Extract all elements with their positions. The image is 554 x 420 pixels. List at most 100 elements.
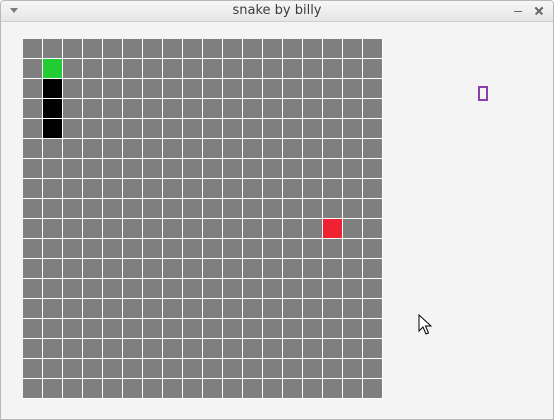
grid-cell	[283, 319, 303, 339]
game-board[interactable]	[23, 39, 383, 399]
grid-cell	[163, 159, 183, 179]
grid-cell	[123, 259, 143, 279]
grid-cell	[103, 359, 123, 379]
grid-cell	[123, 279, 143, 299]
grid-cell	[163, 339, 183, 359]
grid-cell	[143, 219, 163, 239]
grid-cell	[143, 279, 163, 299]
grid-cell	[203, 59, 223, 79]
grid-cell	[83, 59, 103, 79]
grid-cell	[63, 239, 83, 259]
grid-cell	[23, 139, 43, 159]
grid-cell	[83, 159, 103, 179]
grid-cell	[63, 199, 83, 219]
grid-cell	[303, 219, 323, 239]
food-pellet	[323, 219, 343, 239]
grid-cell	[103, 159, 123, 179]
grid-cell	[303, 339, 323, 359]
grid-cell	[43, 179, 63, 199]
grid-cell	[283, 179, 303, 199]
snake-body-segment	[43, 119, 63, 139]
grid-cell	[203, 139, 223, 159]
grid-cell	[283, 299, 303, 319]
grid-cell	[143, 239, 163, 259]
grid-cell	[83, 239, 103, 259]
grid-cell	[363, 359, 383, 379]
grid-cell	[243, 259, 263, 279]
grid-cell	[23, 339, 43, 359]
grid-cell	[23, 119, 43, 139]
grid-cell	[23, 199, 43, 219]
grid-cell	[263, 119, 283, 139]
grid-cell	[183, 239, 203, 259]
minimize-icon[interactable]	[512, 4, 524, 18]
grid-cell	[63, 379, 83, 399]
grid-cell	[83, 139, 103, 159]
grid-cell	[183, 39, 203, 59]
grid-cell	[363, 239, 383, 259]
grid-cell	[223, 139, 243, 159]
grid-cell	[63, 279, 83, 299]
grid-cell	[143, 339, 163, 359]
grid-cell	[143, 39, 163, 59]
grid-cell	[363, 339, 383, 359]
grid-cell	[223, 259, 243, 279]
title-bar[interactable]: snake by billy	[1, 1, 553, 22]
grid-cell	[123, 239, 143, 259]
window-title: snake by billy	[232, 3, 322, 18]
grid-cell	[343, 239, 363, 259]
grid-cell	[63, 179, 83, 199]
grid-cell	[363, 39, 383, 59]
close-icon[interactable]	[532, 4, 546, 18]
chevron-down-icon[interactable]	[10, 8, 18, 13]
grid-cell	[223, 179, 243, 199]
grid-cell	[223, 99, 243, 119]
grid-cell	[103, 319, 123, 339]
grid-cell	[183, 99, 203, 119]
grid-cell	[243, 319, 263, 339]
grid-cell	[363, 379, 383, 399]
grid-cell	[263, 339, 283, 359]
grid-cell	[103, 279, 123, 299]
grid-cell	[283, 139, 303, 159]
grid-cell	[63, 139, 83, 159]
grid-cell	[243, 99, 263, 119]
grid-cell	[23, 39, 43, 59]
snake-head	[43, 59, 63, 79]
grid-cell	[23, 239, 43, 259]
grid-cell	[103, 59, 123, 79]
grid-cell	[243, 239, 263, 259]
grid-cell	[63, 79, 83, 99]
grid-cell	[243, 219, 263, 239]
grid-cell	[163, 279, 183, 299]
grid-cell	[43, 259, 63, 279]
grid-cell	[203, 359, 223, 379]
grid-cell	[203, 119, 223, 139]
grid-cell	[363, 179, 383, 199]
grid-cell	[323, 259, 343, 279]
grid-cell	[23, 299, 43, 319]
grid-cell	[263, 139, 283, 159]
grid-cell	[143, 99, 163, 119]
snake-body-segment	[43, 99, 63, 119]
grid-cell	[143, 379, 163, 399]
grid-cell	[183, 159, 203, 179]
grid-cell	[63, 99, 83, 119]
grid-cell	[63, 299, 83, 319]
grid-cell	[123, 39, 143, 59]
grid-cell	[263, 259, 283, 279]
grid-cell	[303, 119, 323, 139]
grid-cell	[283, 99, 303, 119]
grid-cell	[263, 79, 283, 99]
grid-cell	[103, 139, 123, 159]
grid-cell	[183, 379, 203, 399]
grid-cell	[223, 79, 243, 99]
grid-cell	[223, 279, 243, 299]
grid-cell	[83, 279, 103, 299]
grid-cell	[123, 379, 143, 399]
grid-cell	[323, 299, 343, 319]
grid-cell	[343, 339, 363, 359]
grid-cell	[63, 359, 83, 379]
grid-cell	[223, 339, 243, 359]
